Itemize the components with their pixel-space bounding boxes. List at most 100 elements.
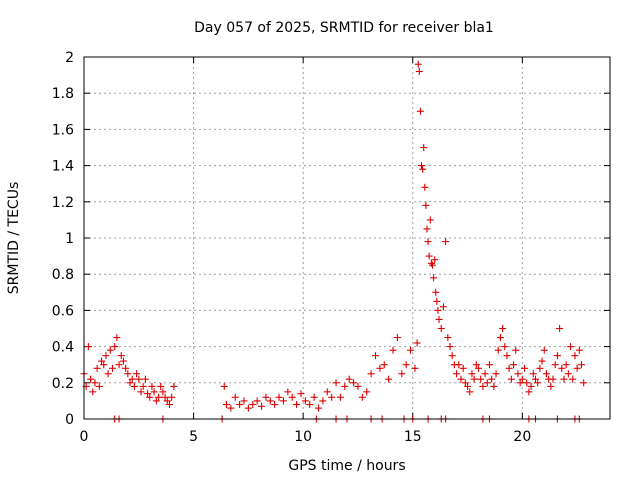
data-point-plus (293, 401, 301, 409)
data-point-plus (434, 306, 442, 314)
data-point-plus (481, 370, 489, 378)
data-point-plus (91, 379, 99, 387)
data-point-plus (433, 297, 441, 305)
data-point-plus (521, 364, 529, 372)
data-point-plus (135, 375, 143, 383)
data-point-plus (222, 401, 230, 409)
data-point-plus (297, 390, 305, 398)
data-point-plus (358, 393, 366, 401)
data-point-plus (389, 346, 397, 354)
data-point-plus (341, 382, 349, 390)
y-tick-label: 0.2 (52, 376, 74, 392)
grid-lines (84, 57, 610, 419)
data-point-plus (141, 375, 149, 383)
data-point-plus (258, 402, 266, 410)
data-point-plus (240, 397, 248, 405)
data-point-plus (437, 325, 445, 332)
data-point-plus (551, 361, 559, 369)
data-point-plus (435, 315, 443, 323)
data-point-plus (426, 216, 434, 224)
data-point-plus (444, 334, 452, 342)
data-point-plus (501, 343, 509, 351)
data-point-plus (492, 370, 500, 378)
data-point-plus (575, 346, 583, 354)
data-point-plus (84, 343, 92, 351)
data-point-plus (336, 393, 344, 401)
data-point-plus (227, 404, 235, 412)
data-point-plus (393, 334, 401, 342)
data-point-plus (560, 375, 568, 383)
data-point-plus (113, 334, 121, 342)
data-point-plus (124, 370, 132, 378)
x-tick-label: 5 (189, 429, 198, 445)
data-point-plus (398, 370, 406, 378)
data-point-plus (580, 379, 588, 387)
data-point-plus (95, 382, 103, 390)
data-point-plus (516, 379, 524, 387)
data-point-plus (421, 183, 429, 191)
data-point-plus (271, 401, 279, 409)
data-point-plus (93, 364, 101, 372)
data-point-plus (128, 375, 136, 383)
data-point-plus (523, 379, 531, 387)
data-point-plus (157, 382, 165, 390)
y-tick-label: 0 (65, 412, 74, 428)
data-point-plus (152, 397, 160, 405)
data-point-plus (122, 364, 130, 372)
y-tick-label: 1.2 (52, 195, 74, 211)
data-point-plus (490, 382, 498, 390)
data-point-plus (494, 346, 502, 354)
y-axis-label: SRMTID / TECUs (6, 182, 22, 295)
data-point-plus (430, 274, 438, 282)
data-point-plus (496, 334, 504, 342)
data-point-plus (345, 375, 353, 383)
data-point-plus (371, 352, 379, 360)
data-point-plus (422, 201, 430, 209)
data-point-plus (547, 382, 555, 390)
data-point-plus (402, 361, 410, 369)
data-point-plus (505, 364, 513, 372)
data-point-plus (503, 352, 511, 360)
data-point-plus (155, 393, 163, 401)
data-point-plus (310, 393, 318, 401)
data-point-plus (571, 352, 579, 360)
data-point-plus (139, 382, 147, 390)
data-point-plus (146, 393, 154, 401)
data-point-plus (418, 162, 426, 170)
data-point-plus (507, 375, 515, 383)
data-point-plus (464, 382, 472, 390)
data-point-plus (567, 343, 575, 351)
x-axis-label: GPS time / hours (288, 458, 405, 474)
data-point-plus (161, 393, 169, 401)
data-point-plus (266, 397, 274, 405)
x-axis-ticks: 0 5 10 15 20 (80, 57, 531, 445)
data-point-plus (413, 339, 421, 347)
data-point-plus (275, 393, 283, 401)
data-point-plus (479, 382, 487, 390)
y-tick-label: 1.4 (52, 159, 74, 175)
x-tick-label: 20 (513, 429, 531, 445)
data-point-plus (102, 352, 110, 360)
data-point-plus (126, 379, 134, 387)
data-point-plus (564, 370, 572, 378)
data-point-plus (168, 393, 176, 401)
data-point-plus (130, 382, 138, 390)
data-point-plus (466, 388, 474, 396)
data-point-plus (385, 375, 393, 383)
data-point-plus (249, 401, 257, 409)
data-point-plus (488, 375, 496, 383)
data-points (80, 60, 588, 423)
y-tick-label: 0.4 (52, 340, 74, 356)
data-point-plus (415, 67, 423, 75)
data-point-plus (319, 397, 327, 405)
data-point-plus (472, 361, 480, 369)
data-point-plus (531, 375, 539, 383)
data-point-plus (133, 370, 141, 378)
data-point-plus (87, 375, 95, 383)
data-point-plus (111, 343, 119, 351)
data-point-plus (485, 361, 493, 369)
data-point-plus (420, 144, 428, 151)
data-point-plus (428, 261, 436, 269)
y-tick-label: 0.6 (52, 303, 74, 319)
data-point-plus (137, 388, 145, 396)
